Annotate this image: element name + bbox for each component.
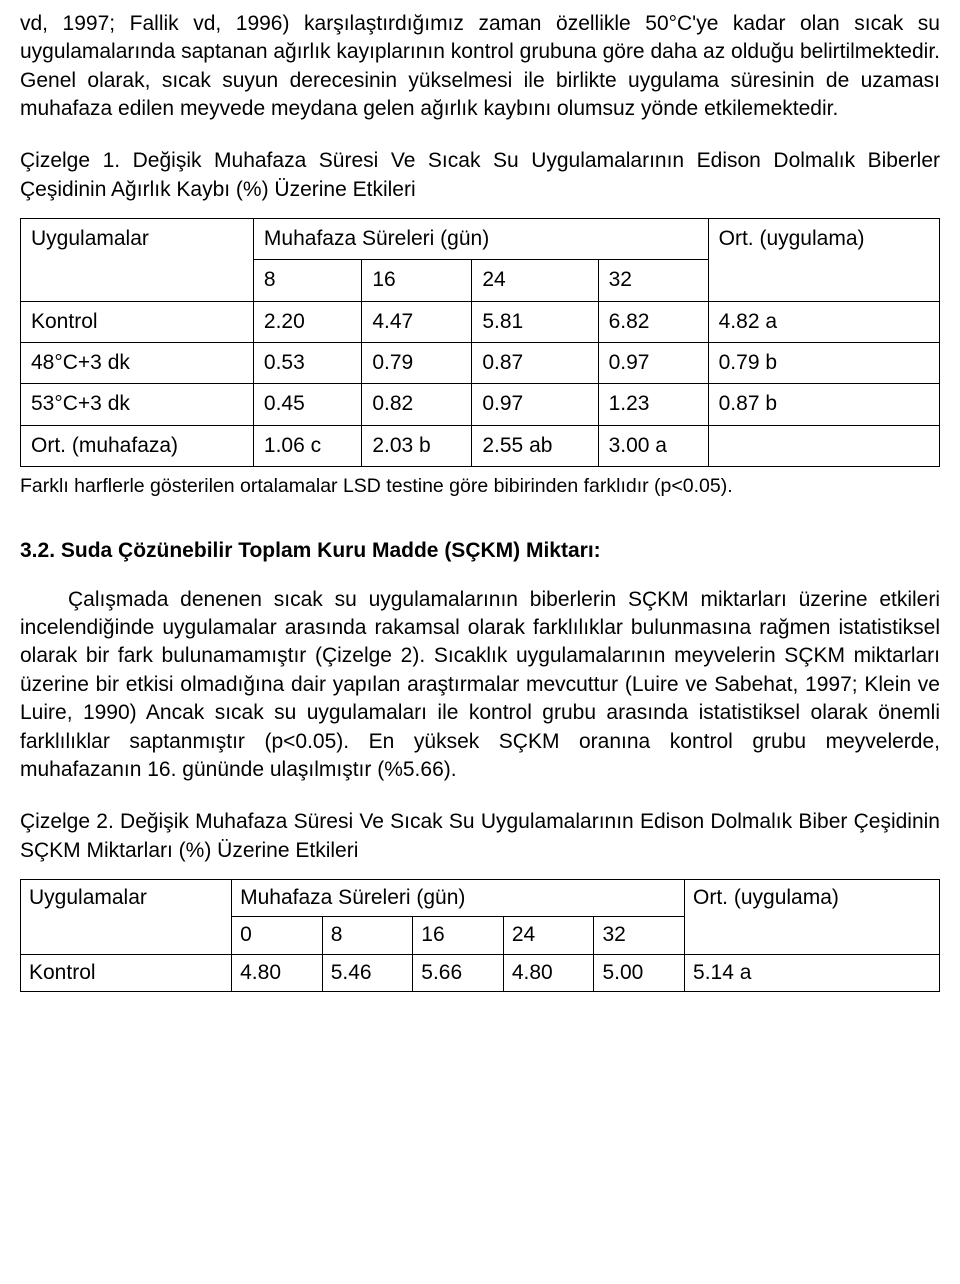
cell: 3.00 a	[598, 425, 708, 466]
subhead-16: 16	[413, 917, 504, 954]
cell: 0.45	[253, 384, 361, 425]
cell: 5.81	[472, 301, 598, 342]
table-row: 48°C+3 dk 0.53 0.79 0.87 0.97 0.79 b	[21, 343, 940, 384]
table-sckm: Uygulamalar Muhafaza Süreleri (gün) Ort.…	[20, 879, 940, 992]
col-ort-uygulama: Ort. (uygulama)	[708, 219, 939, 302]
cell: 5.66	[413, 954, 504, 991]
subhead-32: 32	[594, 917, 685, 954]
table2-caption: Çizelge 2. Değişik Muhafaza Süresi Ve Sı…	[20, 808, 940, 865]
subhead-16: 16	[362, 260, 472, 301]
cell-ort	[708, 425, 939, 466]
cell-ort: 0.87 b	[708, 384, 939, 425]
paragraph-intro: vd, 1997; Fallik vd, 1996) karşılaştırdı…	[20, 10, 940, 123]
cell: 0.79	[362, 343, 472, 384]
row-label: Kontrol	[21, 301, 254, 342]
subhead-8: 8	[253, 260, 361, 301]
row-label: Ort. (muhafaza)	[21, 425, 254, 466]
cell: 2.20	[253, 301, 361, 342]
cell: 6.82	[598, 301, 708, 342]
table-row: Kontrol 4.80 5.46 5.66 4.80 5.00 5.14 a	[21, 954, 940, 991]
col-uygulamalar: Uygulamalar	[21, 219, 254, 302]
cell-ort: 0.79 b	[708, 343, 939, 384]
cell: 0.87	[472, 343, 598, 384]
cell: 1.06 c	[253, 425, 361, 466]
row-label: Kontrol	[21, 954, 232, 991]
subhead-24: 24	[503, 917, 594, 954]
paragraph-sckm: Çalışmada denenen sıcak su uygulamaların…	[20, 586, 940, 784]
subhead-0: 0	[232, 917, 323, 954]
cell: 4.80	[503, 954, 594, 991]
cell: 5.46	[322, 954, 413, 991]
row-label: 53°C+3 dk	[21, 384, 254, 425]
cell: 0.97	[598, 343, 708, 384]
cell: 0.53	[253, 343, 361, 384]
cell: 2.03 b	[362, 425, 472, 466]
col-muhafaza-sureleri: Muhafaza Süreleri (gün)	[253, 219, 708, 260]
col-muhafaza-sureleri: Muhafaza Süreleri (gün)	[232, 879, 685, 916]
cell: 5.00	[594, 954, 685, 991]
table-row: 53°C+3 dk 0.45 0.82 0.97 1.23 0.87 b	[21, 384, 940, 425]
subhead-8: 8	[322, 917, 413, 954]
cell: 0.97	[472, 384, 598, 425]
table-row: Kontrol 2.20 4.47 5.81 6.82 4.82 a	[21, 301, 940, 342]
cell-ort: 4.82 a	[708, 301, 939, 342]
cell: 4.80	[232, 954, 323, 991]
table-header-row1: Uygulamalar Muhafaza Süreleri (gün) Ort.…	[21, 219, 940, 260]
cell: 0.82	[362, 384, 472, 425]
cell-ort: 5.14 a	[685, 954, 940, 991]
cell: 2.55 ab	[472, 425, 598, 466]
table1-caption: Çizelge 1. Değişik Muhafaza Süresi Ve Sı…	[20, 147, 940, 204]
col-ort-uygulama: Ort. (uygulama)	[685, 879, 940, 954]
table2-header-row1: Uygulamalar Muhafaza Süreleri (gün) Ort.…	[21, 879, 940, 916]
table-weight-loss: Uygulamalar Muhafaza Süreleri (gün) Ort.…	[20, 218, 940, 467]
row-label: 48°C+3 dk	[21, 343, 254, 384]
subhead-24: 24	[472, 260, 598, 301]
cell: 4.47	[362, 301, 472, 342]
section-heading-3-2: 3.2. Suda Çözünebilir Toplam Kuru Madde …	[20, 537, 940, 565]
cell: 1.23	[598, 384, 708, 425]
subhead-32: 32	[598, 260, 708, 301]
col-uygulamalar: Uygulamalar	[21, 879, 232, 954]
table-row: Ort. (muhafaza) 1.06 c 2.03 b 2.55 ab 3.…	[21, 425, 940, 466]
table1-footnote: Farklı harflerle gösterilen ortalamalar …	[20, 473, 940, 499]
